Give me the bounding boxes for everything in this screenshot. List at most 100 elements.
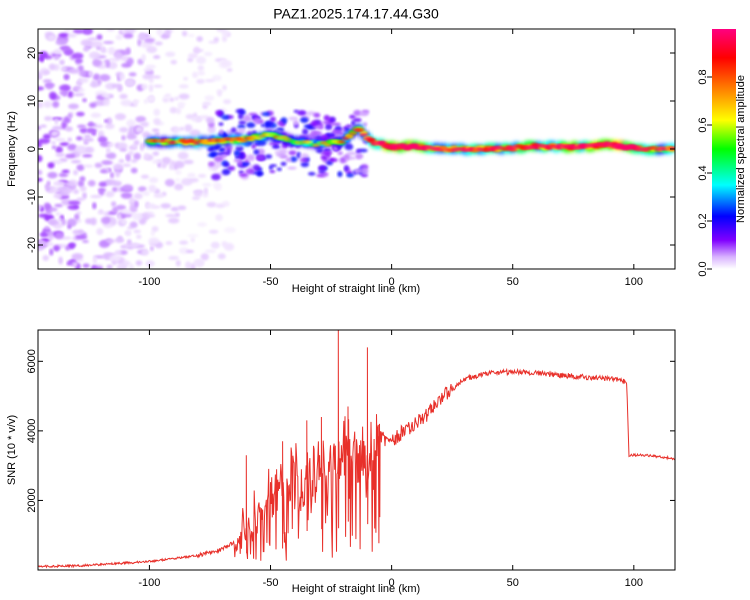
spectrogram-noise-blob bbox=[129, 221, 138, 229]
spectrogram-noise-blob bbox=[117, 213, 123, 221]
spectrogram-noise-blob bbox=[59, 59, 65, 66]
spectrogram-noise-blob bbox=[175, 260, 181, 267]
spectrogram-noise-blob bbox=[96, 34, 103, 40]
spectrogram-noise-blob bbox=[141, 131, 151, 138]
spectrogram-x-tick-label: -50 bbox=[263, 276, 279, 288]
snr-y-tick-label: 6000 bbox=[26, 349, 38, 373]
spectrogram-noise-blob bbox=[154, 41, 163, 46]
spectrogram-noise bbox=[38, 29, 370, 269]
spectrogram-noise-blob bbox=[187, 57, 194, 63]
spectrogram-noise-blob bbox=[192, 71, 199, 79]
spectrogram-noise-blob bbox=[76, 111, 85, 117]
spectrogram-noise-blob bbox=[248, 112, 258, 117]
spectrogram-noise-blob bbox=[247, 154, 255, 162]
spectrogram-noise-blob bbox=[75, 81, 82, 85]
spectrogram-noise-blob bbox=[142, 190, 150, 196]
spectrogram-noise-blob bbox=[67, 33, 77, 38]
spectrogram-noise-blob bbox=[55, 39, 68, 46]
spectrogram-noise-blob bbox=[103, 119, 109, 123]
spectrogram-noise-blob bbox=[296, 110, 307, 116]
spectrogram-noise-blob bbox=[53, 245, 60, 252]
spectrogram-noise-blob bbox=[287, 166, 297, 170]
spectrogram-noise-blob bbox=[200, 253, 209, 261]
spectrogram-noise-blob bbox=[73, 189, 79, 195]
spectrogram-noise-blob bbox=[63, 188, 73, 194]
spectrogram-noise-blob bbox=[38, 125, 42, 131]
spectrogram-noise-blob bbox=[89, 102, 97, 108]
spectrogram-ridge-cell bbox=[356, 128, 365, 132]
spectrogram-noise-blob bbox=[143, 213, 156, 218]
spectrogram-noise-blob bbox=[204, 79, 215, 83]
spectrogram-noise-blob bbox=[349, 114, 356, 119]
spectrogram-noise-blob bbox=[290, 156, 298, 163]
spectrogram-noise-blob bbox=[169, 97, 175, 102]
spectrogram-noise-blob bbox=[141, 83, 149, 90]
spectrogram-noise-blob bbox=[129, 263, 134, 269]
spectrogram-noise-blob bbox=[133, 193, 143, 200]
spectrogram-noise-blob bbox=[46, 180, 51, 187]
spectrogram-ridge-cell bbox=[163, 139, 172, 142]
spectrogram-noise-blob bbox=[142, 73, 155, 80]
spectrogram-noise-blob bbox=[330, 132, 336, 137]
spectrogram-noise-blob bbox=[300, 161, 310, 168]
spectrogram-noise-blob bbox=[99, 169, 108, 173]
spectrogram-noise-blob bbox=[55, 211, 61, 217]
spectrogram-noise-blob bbox=[238, 120, 247, 125]
spectrogram-noise-blob bbox=[313, 112, 321, 118]
spectrogram-noise-blob bbox=[55, 152, 66, 158]
spectrogram-noise-blob bbox=[352, 117, 362, 123]
spectrogram-noise-blob bbox=[47, 162, 55, 169]
colorbar-ticks: 0.0 0.2 0.4 0.6 0.8 bbox=[697, 69, 712, 277]
spectrogram-noise-blob bbox=[119, 127, 129, 133]
spectrogram-noise-blob bbox=[170, 206, 179, 212]
spectrogram-noise-blob bbox=[92, 256, 98, 264]
spectrogram-noise-blob bbox=[114, 51, 123, 60]
spectrogram-noise-blob bbox=[67, 224, 72, 230]
spectrogram-noise-blob bbox=[106, 181, 113, 185]
spectrogram-noise-blob bbox=[276, 167, 282, 171]
spectrogram-noise-blob bbox=[148, 184, 157, 193]
spectrogram-noise-blob bbox=[67, 204, 80, 210]
spectrogram-noise-blob bbox=[156, 29, 163, 36]
spectrogram-noise-blob bbox=[133, 99, 138, 107]
spectrogram-noise-blob bbox=[177, 101, 186, 107]
spectrogram-noise-blob bbox=[87, 37, 98, 42]
spectrogram-noise-blob bbox=[216, 89, 223, 97]
spectrogram-noise-blob bbox=[132, 144, 137, 148]
spectrogram-noise-blob bbox=[193, 46, 200, 55]
spectrogram-noise-blob bbox=[54, 203, 63, 208]
spectrogram-noise-blob bbox=[82, 263, 90, 269]
snr-panel: -100 -50 0 50 100 2000 4000 6000 Height of str… bbox=[6, 329, 676, 595]
spectrogram-noise-blob bbox=[293, 119, 299, 126]
spectrogram-noise-blob bbox=[91, 79, 98, 88]
spectrogram-ridge-cell bbox=[203, 140, 212, 143]
spectrogram-noise-blob bbox=[216, 29, 225, 33]
spectrogram-noise-blob bbox=[307, 171, 316, 176]
spectrogram-noise-blob bbox=[75, 145, 87, 152]
spectrogram-noise-blob bbox=[43, 202, 51, 210]
spectrogram-noise-blob bbox=[317, 165, 327, 171]
spectrogram-noise-blob bbox=[71, 262, 78, 267]
spectrogram-ridge-cell bbox=[319, 141, 328, 144]
spectrogram-noise-blob bbox=[123, 33, 134, 39]
spectrogram-noise-blob bbox=[67, 143, 77, 151]
spectrogram-noise-blob bbox=[51, 125, 63, 131]
spectrogram-ridge-cell bbox=[508, 147, 517, 150]
spectrogram-noise-blob bbox=[38, 51, 49, 59]
spectrogram-y-tick-label: 20 bbox=[26, 47, 38, 59]
spectrogram-noise-blob bbox=[251, 144, 256, 149]
spectrogram-ridge-cell bbox=[258, 134, 267, 138]
spectrogram-noise-blob bbox=[207, 146, 214, 152]
spectrogram-noise-blob bbox=[149, 177, 159, 184]
spectrogram-noise-blob bbox=[47, 220, 60, 225]
spectrogram-noise-blob bbox=[72, 93, 85, 97]
spectrogram-noise-blob bbox=[93, 100, 106, 107]
spectrogram-noise-blob bbox=[202, 183, 212, 187]
spectrogram-noise-blob bbox=[252, 117, 261, 125]
spectrogram-noise-blob bbox=[101, 160, 114, 165]
spectrogram-noise-blob bbox=[38, 102, 44, 109]
spectrogram-noise-blob bbox=[135, 260, 143, 266]
spectrogram-noise-blob bbox=[53, 193, 63, 199]
spectrogram-noise-blob bbox=[218, 122, 224, 126]
spectrogram-noise-blob bbox=[110, 201, 117, 207]
